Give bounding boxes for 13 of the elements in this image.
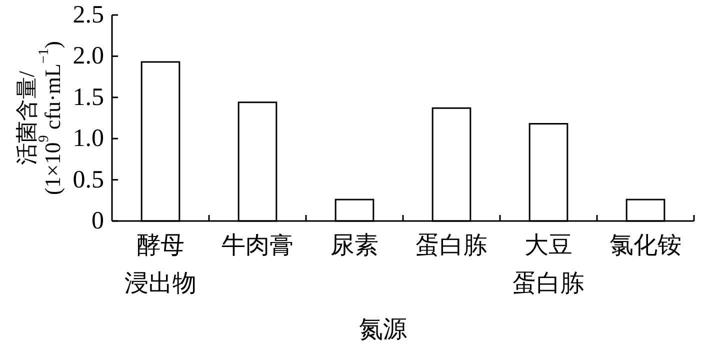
y-tick-label: 2.5 (72, 2, 104, 28)
x-tick-label: 牛肉膏 (222, 233, 294, 259)
x-tick-label: 氯化铵 (610, 233, 682, 259)
y-tick-label: 0 (92, 208, 104, 234)
y-tick-label: 2.0 (72, 42, 104, 70)
x-tick-label: 酵母浸出物 (124, 233, 196, 297)
x-tick-label: 大豆蛋白胨 (512, 233, 584, 297)
x-tick-label: 蛋白胨 (416, 233, 488, 259)
y-tick-label: 1.0 (72, 125, 104, 152)
y-tick-label: 0.5 (72, 166, 104, 194)
x-axis-title: 氮源 (359, 317, 407, 343)
y-tick-label: 1.5 (72, 84, 104, 111)
x-tick-label: 尿素 (330, 233, 378, 259)
